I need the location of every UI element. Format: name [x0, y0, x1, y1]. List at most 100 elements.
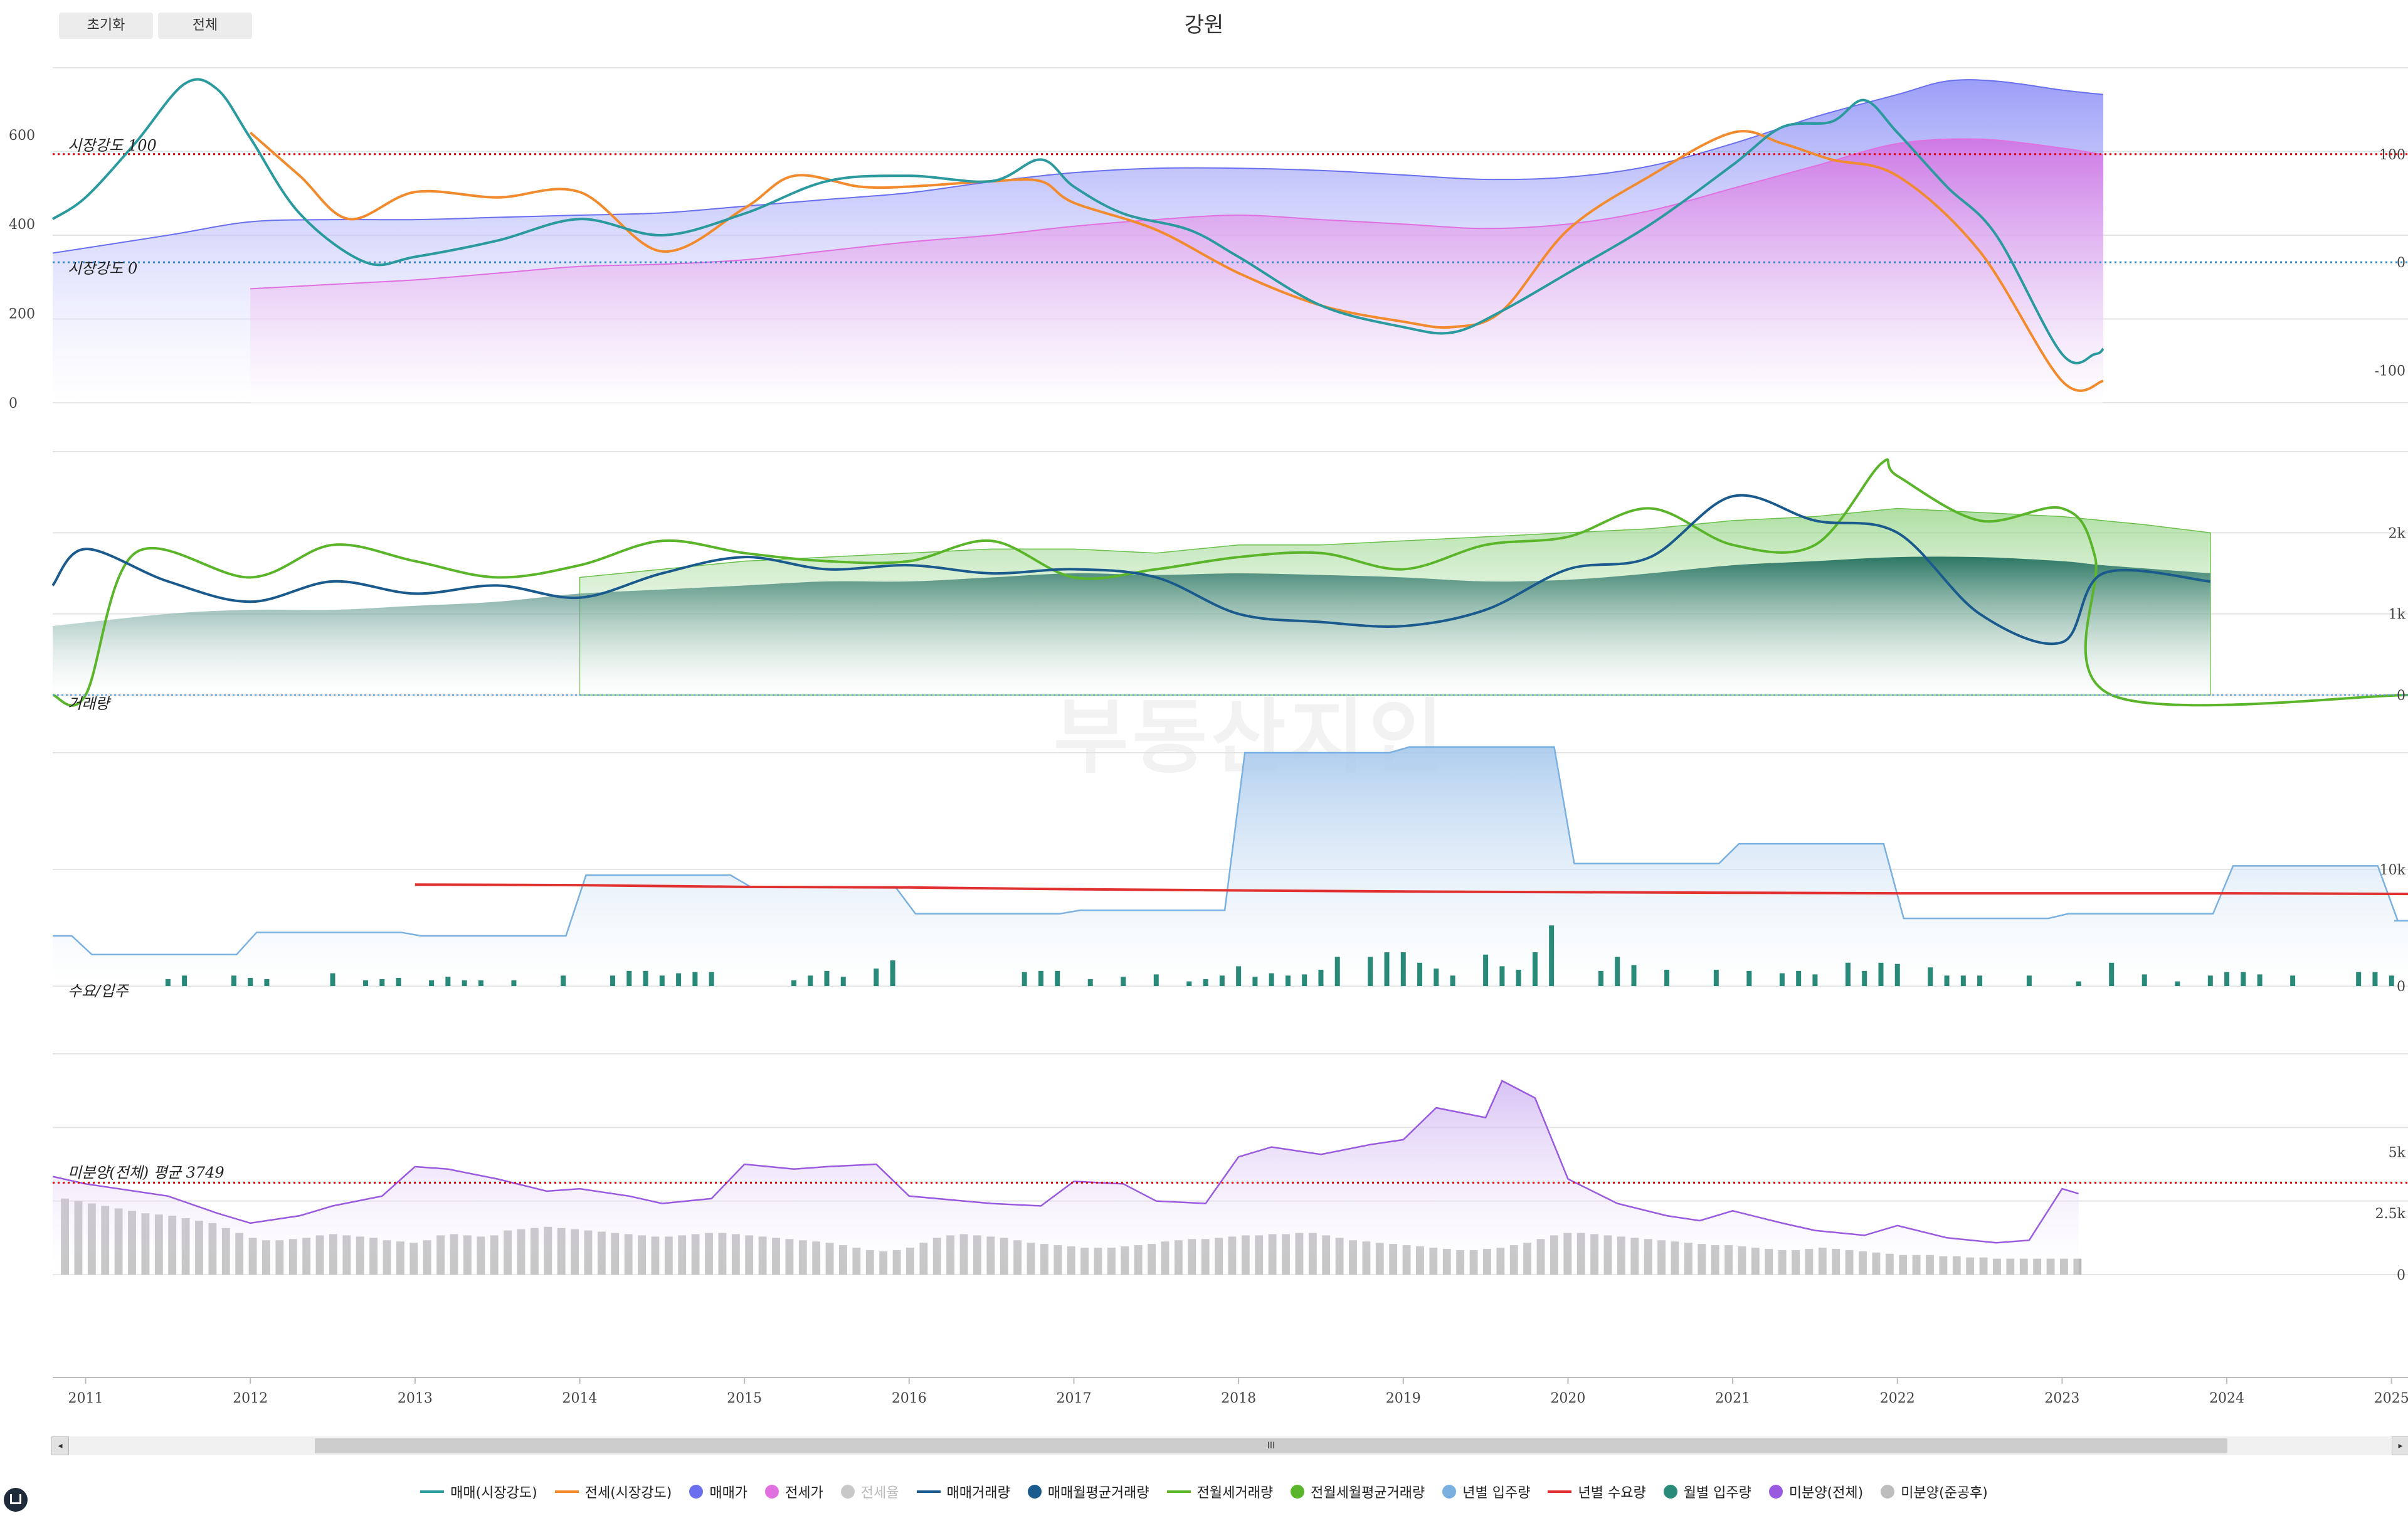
y-tick-right: -100 [2375, 363, 2405, 379]
monthly-supply-bar [709, 972, 714, 986]
monthly-supply-bar [445, 977, 451, 986]
x-tick-label: 2011 [68, 1391, 103, 1406]
y-tick-left: 400 [9, 217, 35, 233]
scroll-right-button[interactable]: ▸ [2392, 1436, 2408, 1455]
monthly-supply-bar [478, 980, 483, 986]
monthly-supply-bar [2257, 974, 2263, 986]
monthly-supply-bar [1302, 974, 1307, 986]
legend-swatch [689, 1485, 704, 1499]
monthly-supply-bar [1746, 970, 1752, 986]
legend-item[interactable]: 매매가 [689, 1482, 747, 1502]
scroll-left-button[interactable]: ◂ [51, 1436, 69, 1455]
x-tick-label: 2025 [2374, 1391, 2408, 1406]
monthly-supply-bar [2224, 972, 2230, 986]
supply-panel-caption: 수요/입주 [68, 982, 129, 1000]
yearly-supply-area [53, 746, 2408, 986]
home-logo-icon[interactable] [4, 1488, 28, 1512]
y-tick-right: 2k [2389, 526, 2406, 541]
monthly-supply-bar [1796, 970, 1802, 986]
y-tick-right: 1k [2389, 607, 2406, 623]
x-tick-label: 2015 [727, 1391, 762, 1406]
monthly-supply-bar [2141, 974, 2147, 986]
monthly-supply-bar [1845, 962, 1851, 986]
monthly-supply-bar [1944, 975, 1950, 986]
legend-swatch [840, 1485, 855, 1499]
legend-item[interactable]: 매매월평균거래량 [1027, 1482, 1149, 1502]
monthly-supply-bar [248, 977, 253, 986]
legend-item[interactable]: 미분양(준공후) [1881, 1482, 1988, 1502]
monthly-supply-bar [2026, 975, 2032, 986]
legend-swatch [1027, 1485, 1042, 1499]
reset-button[interactable]: 초기화 [59, 13, 153, 39]
timeline-scrollbar[interactable]: ◂ III ▸ [51, 1436, 2408, 1455]
legend-item[interactable]: 년별 수요량 [1548, 1482, 1646, 1502]
monthly-supply-bar [890, 960, 895, 986]
monthly-supply-bar [2207, 975, 2213, 986]
chart-canvas[interactable]: 시장강도 100 시장강도 0 0 200 400 600 -100 0 100 0 1k 2k 거래량… [0, 0, 2408, 1430]
monthly-supply-bar [1186, 981, 1192, 986]
monthly-supply-bar [1368, 957, 1373, 986]
legend-item[interactable]: 전세율 [840, 1482, 899, 1502]
legend-item[interactable]: 전세(시장강도) [554, 1482, 672, 1502]
legend-item[interactable]: 년별 입주량 [1442, 1482, 1530, 1502]
monthly-supply-bar [231, 975, 236, 986]
x-tick-label: 2013 [398, 1391, 433, 1406]
sale-volume-line [51, 494, 2210, 645]
y-tick-left: 600 [9, 128, 35, 144]
x-tick-label: 2016 [892, 1391, 927, 1406]
marks-layer [51, 78, 2408, 1275]
strength-reference-label: 시장강도 0 [68, 260, 137, 277]
monthly-supply-bar [1334, 957, 1340, 986]
legend-label: 매매월평균거래량 [1047, 1485, 1149, 1501]
legend-item[interactable]: 전세가 [765, 1482, 823, 1502]
monthly-supply-bar [396, 977, 401, 986]
legend-item[interactable]: 매매(시장강도) [420, 1482, 537, 1502]
monthly-supply-bar [1977, 975, 1983, 986]
monthly-supply-bar [1417, 962, 1423, 986]
monthly-supply-bar [1779, 973, 1785, 986]
y-tick-right: 100 [2379, 147, 2405, 163]
monthly-supply-bar [1269, 973, 1274, 986]
monthly-supply-bar [264, 979, 270, 986]
monthly-supply-bar [2076, 981, 2081, 986]
x-tick-label: 2023 [2044, 1391, 2079, 1406]
legend-label: 전월세거래량 [1196, 1485, 1274, 1501]
monthly-supply-bar [511, 980, 517, 986]
legend-label: 미분양(준공후) [1901, 1485, 1988, 1501]
y-tick-right: 2.5k [2375, 1206, 2406, 1222]
monthly-supply-bar [610, 975, 616, 986]
monthly-supply-bar [1664, 969, 1670, 986]
legend-item[interactable]: 전월세거래량 [1166, 1482, 1274, 1502]
sale-strength-line [51, 78, 2104, 364]
legend-swatch [1548, 1490, 1572, 1493]
legend-label: 매매거래량 [946, 1485, 1010, 1501]
all-button[interactable]: 전체 [158, 13, 252, 39]
monthly-supply-bar [561, 975, 566, 986]
legend-item[interactable]: 전월세월평균거래량 [1291, 1482, 1425, 1502]
y-tick-right: 0 [2397, 688, 2405, 704]
monthly-supply-bar [1450, 975, 1455, 986]
legend-item[interactable]: 미분양(전체) [1768, 1482, 1863, 1502]
monthly-supply-bar [462, 980, 467, 986]
scroll-thumb[interactable]: III [315, 1438, 2227, 1453]
monthly-supply-bar [2109, 962, 2115, 986]
y-tick-left: 0 [9, 396, 18, 411]
monthly-supply-bar [2356, 972, 2362, 986]
legend-item[interactable]: 매매거래량 [916, 1482, 1010, 1502]
rent-volume-line [52, 458, 2408, 707]
monthly-supply-bar [840, 977, 846, 986]
y-tick-right: 0 [2397, 255, 2405, 271]
monthly-supply-bar [1318, 969, 1324, 986]
legend: 매매(시장강도) 전세(시장강도) 매매가 전세가 전세율 매매거래량 매매월평균거래량 전월… [0, 1479, 2408, 1504]
monthly-supply-bar [1499, 966, 1505, 986]
legend-item[interactable]: 월별 입주량 [1663, 1482, 1751, 1502]
legend-label: 년별 입주량 [1462, 1485, 1531, 1501]
monthly-supply-bar [1483, 954, 1489, 986]
monthly-supply-bar [676, 973, 682, 986]
monthly-supply-bar [1285, 975, 1291, 986]
legend-label: 매매(시장강도) [450, 1485, 537, 1501]
sale-price-line [52, 79, 2104, 254]
monthly-supply-bar [1400, 952, 1406, 986]
monthly-supply-bar [626, 970, 632, 986]
monthly-supply-bar [1022, 972, 1027, 986]
